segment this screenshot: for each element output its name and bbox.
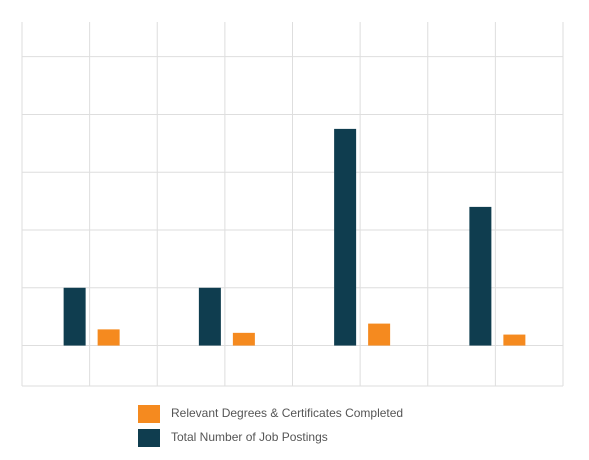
bar [503, 334, 526, 346]
legend-swatch [138, 405, 160, 423]
bar [63, 287, 86, 346]
bar [334, 128, 357, 346]
bar [198, 287, 221, 346]
legend-label: Relevant Degrees & Certificates Complete… [171, 406, 403, 420]
bar [97, 329, 120, 346]
bar [232, 332, 255, 346]
legend-label: Total Number of Job Postings [171, 430, 328, 444]
bar [469, 206, 492, 346]
bar [368, 323, 391, 346]
legend-swatch [138, 429, 160, 447]
